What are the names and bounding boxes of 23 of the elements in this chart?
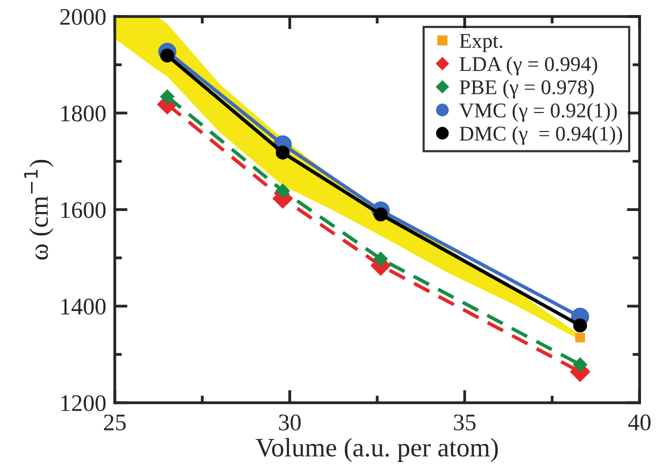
legend-label: Expt.	[460, 34, 502, 52]
point	[276, 146, 290, 160]
x-tick-label: 40	[628, 414, 651, 430]
x-axis-title: Volume (a.u. per atom)	[256, 438, 498, 462]
x-tick-label: 35	[454, 414, 476, 430]
legend-label: VMC (γ = 0.92(1))	[459, 102, 617, 122]
point	[160, 90, 174, 104]
y-tick-label: 1200	[61, 395, 106, 412]
point	[575, 332, 585, 342]
y-tick-label: 1400	[61, 298, 106, 315]
y-tick-label: 1600	[61, 202, 106, 218]
x-tick-label: 25	[104, 414, 126, 430]
point	[374, 252, 388, 266]
point	[276, 184, 290, 198]
legend-label: LDA (γ = 0.994)	[460, 56, 598, 76]
legend-label: DMC (γ = 0.94(1))	[460, 126, 622, 145]
y-tick-label: 1800	[61, 106, 106, 122]
y-axis-title: ω (cm$^{−1}$)	[24, 160, 54, 260]
point	[573, 357, 588, 372]
x-tick-label: 30	[279, 414, 301, 430]
legend-label: PBE (γ = 0.978)	[460, 80, 594, 99]
point	[573, 318, 588, 332]
y-tick-label: 2000	[60, 8, 106, 25]
